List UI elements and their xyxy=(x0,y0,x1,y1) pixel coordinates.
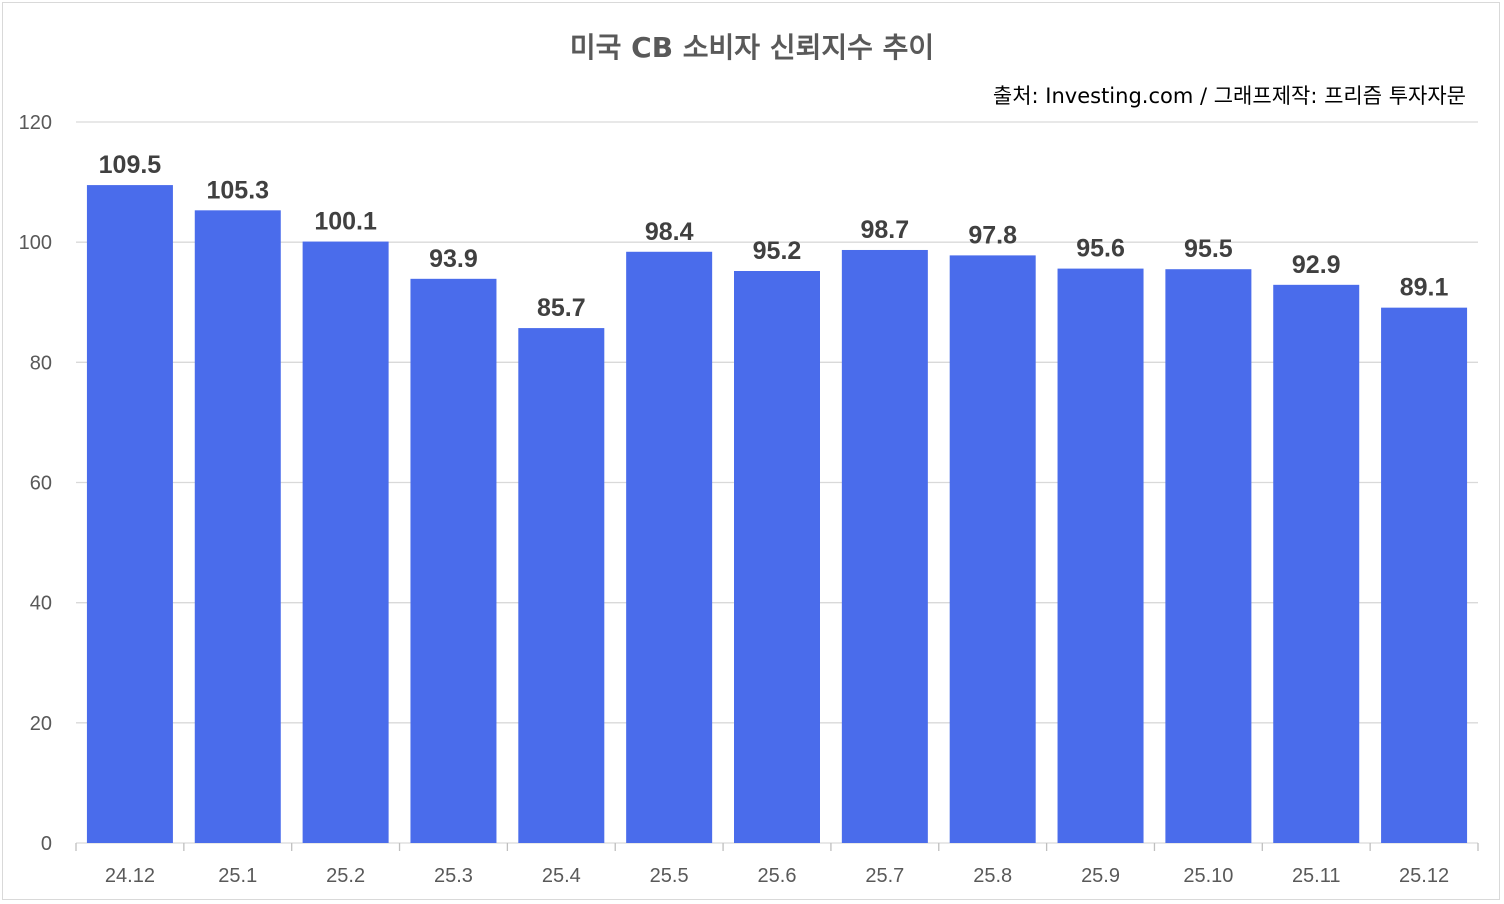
x-tick-label: 25.1 xyxy=(218,865,257,887)
data-label: 89.1 xyxy=(1400,274,1449,302)
chart-source: 출처: Investing.com / 그래프제작: 프리즘 투자자문 xyxy=(993,84,1466,108)
x-tick-label: 25.6 xyxy=(758,865,797,887)
data-label: 98.4 xyxy=(645,218,694,246)
x-tick-label: 25.10 xyxy=(1183,865,1233,887)
x-tick-label: 25.5 xyxy=(650,865,689,887)
bar xyxy=(841,249,928,844)
data-label: 92.9 xyxy=(1292,251,1341,279)
y-tick-label: 40 xyxy=(30,593,52,615)
y-tick-label: 0 xyxy=(41,833,52,855)
bar xyxy=(518,328,605,844)
data-label: 93.9 xyxy=(429,245,478,273)
bar xyxy=(302,241,389,844)
data-label: 97.8 xyxy=(968,221,1017,249)
bar xyxy=(949,255,1036,843)
bar xyxy=(1273,284,1360,844)
x-tick-label: 25.11 xyxy=(1292,865,1341,887)
chart-title: 미국 CB 소비자 신뢰지수 추이 xyxy=(570,31,934,64)
bar xyxy=(1057,268,1144,843)
y-tick-label: 120 xyxy=(19,112,52,134)
bar xyxy=(626,251,713,843)
y-tick-label: 100 xyxy=(19,232,52,254)
y-tick-label: 20 xyxy=(30,713,52,735)
x-tick-label: 25.4 xyxy=(542,865,581,887)
x-tick-label: 25.7 xyxy=(865,865,904,887)
data-label: 100.1 xyxy=(314,208,377,236)
x-tick-label: 25.9 xyxy=(1081,865,1120,887)
bar xyxy=(86,185,173,843)
x-tick-label: 25.3 xyxy=(434,865,473,887)
x-tick-label: 25.8 xyxy=(973,865,1012,887)
bar xyxy=(410,278,497,843)
data-label: 98.7 xyxy=(861,216,910,244)
data-label: 85.7 xyxy=(537,294,586,322)
bar xyxy=(1381,307,1468,844)
data-label: 95.6 xyxy=(1076,235,1125,263)
data-label: 105.3 xyxy=(206,176,269,204)
x-tick-label: 25.12 xyxy=(1399,865,1449,887)
y-tick-label: 80 xyxy=(30,352,52,374)
data-label: 109.5 xyxy=(99,151,162,179)
y-tick-label: 60 xyxy=(30,473,52,495)
x-tick-label: 24.12 xyxy=(105,865,155,887)
bar xyxy=(734,271,820,843)
x-tick-label: 25.2 xyxy=(326,865,365,887)
bar xyxy=(194,210,281,843)
data-label: 95.5 xyxy=(1184,235,1233,263)
bar xyxy=(1165,269,1252,843)
data-label: 95.2 xyxy=(753,237,802,265)
